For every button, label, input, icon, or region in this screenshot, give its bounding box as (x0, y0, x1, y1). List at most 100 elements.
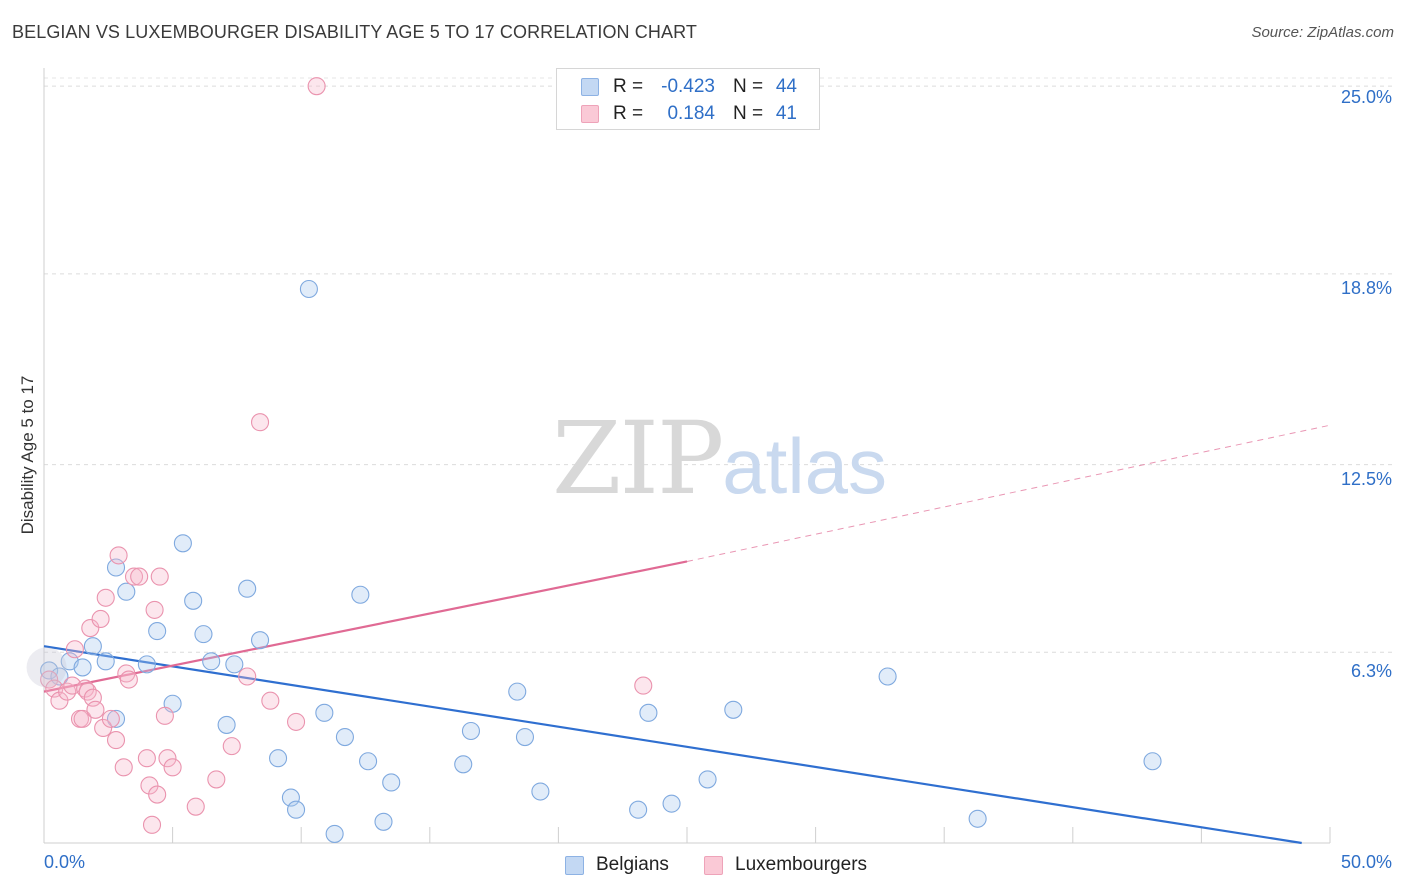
y-axis-label: Disability Age 5 to 17 (18, 375, 37, 535)
belgians-point (50, 667, 69, 686)
n-label: N = (733, 76, 764, 97)
luxembourgers-point (145, 600, 164, 619)
luxembourgers-point (81, 619, 100, 638)
x-min-label: 0.0% (44, 852, 86, 872)
belgians-point (83, 637, 102, 656)
legend-row-luxembourgers: R = 0.184 N = 41 (557, 101, 819, 127)
y-tick-label: 6.3% (1350, 661, 1392, 681)
luxembourgers-point (158, 749, 177, 768)
belgians-point (382, 773, 401, 792)
y-tick-label: 12.5% (1340, 469, 1392, 489)
belgians-trend-line (43, 645, 1302, 845)
belgians-point (968, 809, 987, 828)
r-value: -0.423 (661, 76, 715, 97)
chart-title: BELGIAN VS LUXEMBOURGER DISABILITY AGE 5… (12, 22, 697, 42)
belgians-point (40, 661, 59, 680)
belgians-point (335, 727, 354, 747)
cluster-bubble (26, 647, 67, 688)
luxembourgers-point (634, 676, 653, 695)
luxembourgers-point (91, 609, 110, 629)
luxembourgers-point (76, 679, 95, 698)
legend-label-belgians: Belgians (596, 854, 669, 875)
luxembourgers-swatch (581, 105, 599, 123)
luxembourgers-point (186, 797, 205, 816)
y-tick-label: 18.8% (1340, 278, 1392, 298)
belgians-point (531, 782, 550, 801)
n-value: 41 (775, 103, 797, 124)
belgians-point (269, 749, 288, 768)
belgians-point (281, 788, 300, 807)
legend-label-luxembourgers: Luxembourgers (735, 854, 868, 875)
belgians-point (662, 794, 681, 813)
luxembourgers-point (207, 770, 226, 789)
luxembourgers-point (238, 667, 257, 686)
x-max-label: 50.0% (1340, 852, 1392, 872)
luxembourgers-point (163, 758, 182, 777)
luxembourgers-trend-line (43, 560, 688, 693)
belgians-point (173, 534, 192, 553)
belgians-point (724, 700, 743, 719)
luxembourgers-point (96, 588, 115, 607)
r-label: R = (613, 76, 644, 97)
luxembourgers-point (261, 691, 280, 710)
luxembourgers-point (250, 413, 270, 432)
luxembourgers-point (65, 640, 84, 659)
belgians-point (639, 703, 658, 722)
legend-item-belgians[interactable]: Belgians (565, 852, 669, 878)
belgians-point (698, 770, 717, 789)
luxembourgers-legend-swatch (704, 855, 723, 875)
belgians-point (454, 755, 473, 774)
luxembourgers-point (119, 670, 138, 689)
data-points (26, 77, 1162, 843)
luxembourgers-point (78, 682, 97, 701)
belgians-point (137, 655, 156, 674)
belgians-point (515, 727, 535, 747)
luxembourgers-point (40, 670, 59, 689)
luxembourgers-point (124, 567, 144, 586)
belgians-point (250, 631, 270, 650)
watermark-zip: ZIP (552, 400, 724, 517)
belgians-point (325, 824, 344, 843)
luxembourgers-point (94, 718, 113, 738)
belgians-point (73, 658, 92, 677)
belgians-point (629, 800, 648, 819)
legend-item-luxembourgers[interactable]: Luxembourgers (704, 852, 867, 878)
belgians-point (148, 622, 167, 641)
luxembourgers-point (222, 737, 241, 756)
belgians-point (374, 812, 393, 831)
luxembourgers-point (101, 709, 120, 728)
luxembourgers-point (142, 815, 162, 834)
belgians-point (106, 709, 126, 728)
luxembourgers-point (140, 776, 159, 795)
trend-lines (43, 424, 1331, 845)
axes (43, 68, 1331, 844)
r-value: 0.184 (667, 103, 715, 124)
belgians-point (1143, 752, 1162, 771)
belgians-point (351, 585, 370, 604)
belgians-point (287, 800, 306, 819)
n-value: 44 (775, 76, 797, 97)
luxembourgers-point (287, 712, 306, 731)
luxembourgers-point (148, 785, 167, 804)
luxembourgers-point (50, 691, 69, 710)
watermark: ZIPatlas (552, 400, 887, 517)
luxembourgers-point (150, 567, 169, 586)
belgians-point (202, 652, 221, 671)
belgians-point (217, 715, 236, 734)
luxembourgers-point (155, 706, 174, 725)
luxembourgers-point (73, 709, 92, 728)
belgians-point (225, 655, 244, 674)
luxembourgers-point (109, 546, 128, 565)
source-label: Source: ZipAtlas.com (1251, 24, 1394, 41)
belgians-point (299, 279, 318, 299)
belgians-point (238, 579, 257, 598)
belgians-point (315, 703, 334, 722)
luxembourgers-point (114, 758, 133, 777)
belgians-point (117, 582, 136, 601)
luxembourgers-point (130, 567, 149, 586)
n-label: N = (733, 103, 764, 124)
gridlines (44, 77, 1395, 653)
series-legend: Belgians Luxembourgers (0, 852, 1406, 878)
y-tick-label: 25.0% (1340, 87, 1392, 107)
